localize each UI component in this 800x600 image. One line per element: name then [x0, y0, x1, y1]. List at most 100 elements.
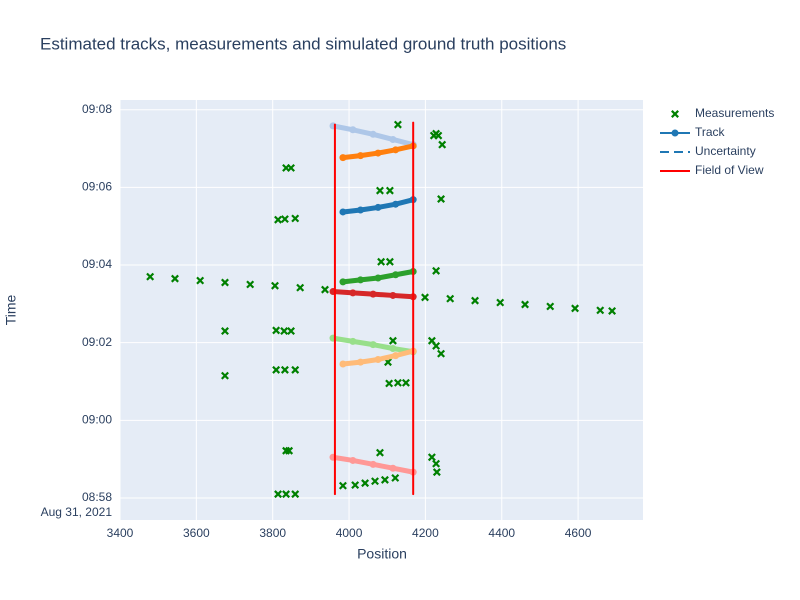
plot-area: [120, 100, 643, 520]
track-point: [389, 345, 397, 353]
track-point: [339, 360, 347, 368]
measurement: [272, 365, 281, 374]
y-tick-label: 08:58: [82, 490, 112, 504]
measurement: [432, 468, 441, 477]
x-axis-title: Position: [357, 546, 407, 562]
track-point: [369, 290, 377, 298]
y-tick-label: 09:06: [82, 180, 112, 194]
track-point: [357, 276, 365, 284]
measurement: [434, 131, 443, 140]
measurement: [291, 214, 300, 223]
y-tick-label: 09:02: [82, 335, 112, 349]
measurement: [221, 278, 229, 287]
track-point: [339, 154, 347, 162]
measurement: [371, 477, 379, 486]
measurement: [221, 371, 229, 380]
measurement: [296, 283, 305, 292]
track-point: [357, 358, 365, 366]
measurement: [388, 336, 397, 345]
x-tick-label: 3400: [107, 526, 134, 540]
legend: Measurements Track Uncertainty Field of Vie…: [660, 106, 774, 177]
measurement: [271, 281, 279, 290]
measurement: [338, 481, 347, 490]
measurement: [287, 163, 296, 172]
measurement: [351, 481, 360, 490]
x-tick-label: 3600: [183, 526, 210, 540]
measurement: [274, 215, 283, 224]
measurement: [438, 140, 447, 149]
track-point: [339, 208, 347, 216]
track-point: [374, 274, 382, 282]
legend-label: Track: [695, 125, 726, 139]
legend-item[interactable]: Uncertainty: [660, 144, 756, 158]
measurement: [146, 272, 155, 281]
measurement: [272, 326, 281, 335]
measurement: [377, 257, 386, 266]
track-point: [369, 130, 377, 138]
legend-label: Measurements: [695, 106, 774, 120]
measurement: [246, 280, 255, 289]
measurement: [375, 448, 384, 457]
track-point: [369, 341, 377, 349]
track-point: [374, 356, 382, 364]
legend-item[interactable]: Track: [660, 125, 726, 139]
y-tick-label: 09:00: [82, 413, 112, 427]
track-point: [389, 464, 397, 472]
x-tick-label: 4200: [412, 526, 439, 540]
measurement: [380, 475, 389, 484]
track-point: [349, 337, 357, 345]
legend-label: Field of View: [695, 163, 764, 177]
measurement: [274, 490, 283, 499]
measurement: [546, 302, 555, 311]
track-point: [392, 200, 400, 208]
measurement: [285, 446, 294, 455]
track-point: [357, 152, 365, 160]
marks: [146, 120, 617, 499]
measurement: [432, 459, 441, 468]
legend-symbol: [671, 110, 679, 118]
y-axis-title: Time: [3, 294, 19, 325]
chart-title: Estimated tracks, measurements and simul…: [40, 34, 566, 53]
track-point: [357, 206, 365, 214]
measurement: [608, 306, 617, 315]
track-point: [349, 126, 357, 134]
measurement: [291, 365, 300, 374]
track-point: [374, 203, 382, 211]
measurement: [385, 379, 394, 388]
measurement: [432, 266, 441, 275]
measurement: [385, 257, 394, 266]
legend-item[interactable]: Measurements: [671, 106, 775, 120]
measurement: [170, 274, 179, 283]
y-tick-label: 09:04: [82, 257, 112, 271]
legend-item[interactable]: Field of View: [660, 163, 764, 177]
legend-symbol: [671, 129, 679, 137]
measurement: [393, 378, 402, 387]
measurement: [280, 215, 289, 224]
measurement: [446, 294, 455, 303]
measurement: [280, 365, 289, 374]
measurement: [427, 453, 436, 462]
track-point: [392, 352, 400, 360]
measurement: [496, 298, 505, 307]
x-tick-label: 4400: [488, 526, 515, 540]
measurement: [291, 490, 300, 499]
measurement: [393, 120, 402, 129]
measurement: [385, 186, 394, 195]
track-point: [392, 146, 400, 154]
track-point: [349, 289, 357, 297]
measurement: [596, 306, 605, 315]
measurement: [361, 479, 370, 488]
measurement: [421, 293, 429, 302]
measurement: [280, 327, 289, 336]
measurement: [401, 378, 410, 387]
measurement: [437, 349, 446, 358]
measurement: [287, 327, 296, 336]
measurement: [471, 296, 480, 305]
measurement: [282, 490, 291, 499]
measurement: [437, 195, 446, 203]
legend-label: Uncertainty: [695, 144, 756, 158]
measurement: [571, 304, 580, 313]
